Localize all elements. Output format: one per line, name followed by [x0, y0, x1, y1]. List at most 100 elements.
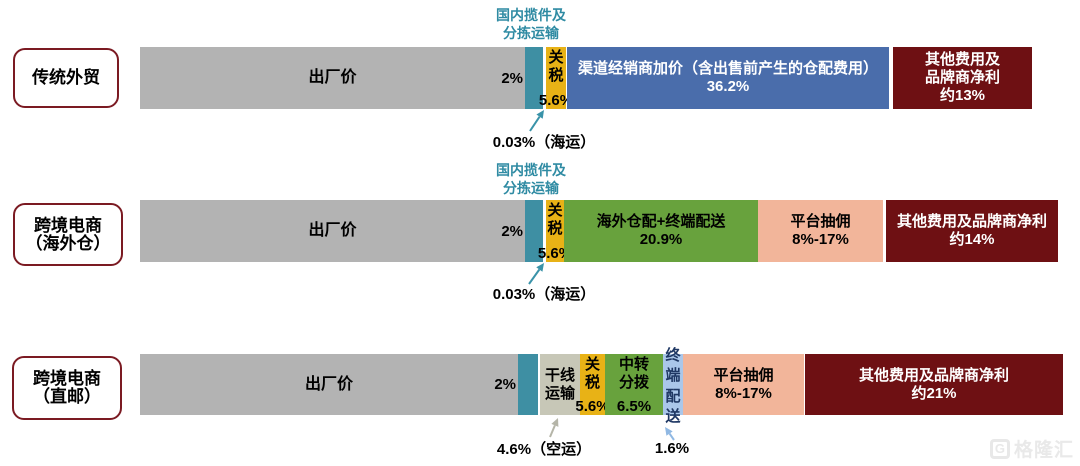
segment-value-label: 5.6% [575, 398, 610, 415]
annotation-arrow-head [536, 263, 544, 272]
row-label-line: （海外仓） [25, 233, 111, 253]
top-note-line: 分拣运输 [503, 25, 559, 41]
segment-label-line: 36.2% [706, 78, 750, 95]
segment-channel-markup: 渠道经销商加价（含出售前产生的仓配费用） 36.2% [567, 47, 889, 109]
glh-logo-icon: G [989, 438, 1010, 459]
segment-label-line: 其他费用及 [924, 51, 1000, 68]
annotation-arrow-line [528, 268, 541, 285]
annotation-arrow-head [551, 418, 559, 427]
segment-label-line: 平台抽佣 [790, 213, 851, 230]
segment-label-line: 送 [665, 408, 681, 425]
segment-label-line: 关 [584, 356, 600, 373]
segment-label-line: 端 [665, 367, 681, 384]
segment-label-line: 平台抽佣 [713, 366, 774, 384]
segment-label-line: 终 [665, 346, 681, 364]
segment-label-line: 关 [547, 202, 563, 219]
segment-factory-price: 出厂价 [140, 200, 525, 262]
bottom-note-cross-border-overseas-warehouse-0: 0.03%（海运） [492, 286, 596, 303]
segment-label-line: 关 [548, 49, 564, 66]
segment-value-label: 6.5% [616, 398, 652, 415]
segment-sea-freight [543, 47, 546, 109]
bottom-note-cross-border-direct-mail-0: 4.6%（空运） [496, 441, 592, 458]
segment-other-costs-brand-profit: 其他费用及 品牌商净利 约13% [893, 47, 1032, 109]
segment-value-label-outside: 2% [494, 376, 516, 393]
segment-label-line: 约21% [911, 384, 957, 402]
segment-label: 关税 [546, 47, 566, 109]
segment-trunk-transport: 干线 运输 [540, 354, 580, 415]
segment-label-line: 出厂价 [304, 375, 353, 393]
segment-label-line: 品牌商净利 [924, 69, 1000, 86]
segment-label: 出厂价 [140, 200, 525, 262]
row-label-line: 跨境电商 [33, 369, 101, 388]
segment-platform-commission: 平台抽佣 8%-17% [758, 200, 883, 262]
segment-vertical-label: 终端配送 [665, 345, 680, 428]
segment-label: 干线 运输 [540, 354, 580, 415]
segment-label-line: 分拨 [618, 374, 649, 391]
segment-label-line: 出厂价 [308, 69, 357, 86]
segment-value-label: 5.6% [537, 245, 573, 262]
annotation-arrow-line [529, 116, 541, 132]
segment-label: 关税 [546, 200, 564, 262]
segment-label: 平台抽佣 8%-17% [683, 354, 804, 415]
bottom-note-traditional-trade-0: 0.03%（海运） [492, 134, 596, 151]
segment-label-line: 干线 [544, 366, 575, 384]
segment-label: 海外仓配+终端配送 20.9% [564, 200, 758, 262]
row-label-cross-border-direct-mail: 跨境电商 （直邮） [12, 356, 122, 420]
segment-overseas-warehouse-terminal-delivery: 海外仓配+终端配送 20.9% [564, 200, 758, 262]
segment-label-line: 税 [584, 374, 600, 391]
bottom-note-cross-border-direct-mail-1: 1.6% [654, 440, 690, 457]
segment-label-line: 渠道经销商加价（含出售前产生的仓配费用） [577, 60, 878, 77]
segment-platform-commission: 平台抽佣 8%-17% [683, 354, 804, 415]
segment-label-line: 税 [547, 220, 563, 237]
row-label-line: 传统外贸 [32, 68, 100, 87]
segment-tariff: 关税 5.6% [575, 354, 610, 415]
segment-value-label: 5.6% [538, 92, 574, 109]
row-label-line: （直邮） [33, 387, 101, 406]
segment-tariff: 关税 5.6% [539, 47, 573, 109]
watermark: G 格隆汇 [989, 435, 1074, 462]
segment-tariff: 关税 5.6% [538, 200, 572, 262]
top-note-line: 国内揽件及 [496, 162, 566, 178]
segment-label-line: 8%-17% [715, 384, 772, 402]
annotation-arrow-line [549, 424, 556, 438]
segment-label: 出厂价 [140, 47, 525, 109]
segment-factory-price: 出厂价 [140, 354, 518, 415]
segment-other-costs-brand-profit: 其他费用及品牌商净利 约14% [886, 200, 1058, 262]
row-label-line: 跨境电商 [34, 215, 102, 235]
segment-sea-freight [543, 200, 546, 262]
watermark-brand: 格隆汇 [1013, 440, 1074, 461]
annotation-arrow-head [536, 110, 544, 119]
segment-label: 关税 [580, 354, 605, 415]
segment-label-line: 其他费用及品牌商净利 [858, 366, 1009, 384]
top-note-traditional-trade: 国内揽件及 分拣运输 [496, 6, 566, 42]
top-note-cross-border-overseas-warehouse: 国内揽件及 分拣运输 [496, 161, 566, 197]
segment-transit-distribution: 中转 分拨 6.5% [605, 354, 663, 415]
segment-terminal-delivery: 终端配送 [663, 347, 683, 425]
row-label-traditional-trade: 传统外贸 [13, 48, 119, 108]
segment-label-line: 出厂价 [308, 222, 357, 239]
segment-factory-price: 出厂价 [140, 47, 525, 109]
segment-domestic-pickup-sorting [518, 354, 538, 415]
segment-label-line: 税 [548, 67, 564, 84]
segment-label: 其他费用及品牌商净利 约21% [805, 354, 1063, 415]
top-note-line: 分拣运输 [503, 180, 559, 196]
segment-domestic-pickup-sorting [525, 47, 543, 109]
segment-domestic-pickup-sorting [525, 200, 543, 262]
segment-label: 出厂价 [140, 354, 518, 415]
annotation-arrow-head [665, 427, 673, 436]
segment-label: 中转 分拨 [605, 354, 663, 415]
segment-label-line: 其他费用及品牌商净利 [896, 213, 1047, 230]
segment-value-label-outside: 2% [501, 69, 523, 87]
segment-label: 渠道经销商加价（含出售前产生的仓配费用） 36.2% [567, 47, 889, 109]
segment-label: 其他费用及品牌商净利 约14% [886, 200, 1058, 262]
segment-label-line: 约14% [949, 231, 995, 248]
segment-label-line: 约13% [939, 87, 986, 104]
segment-label-line: 中转 [618, 356, 649, 373]
segment-other-costs-brand-profit: 其他费用及品牌商净利 约21% [805, 354, 1063, 415]
segment-label-line: 海外仓配+终端配送 [596, 213, 726, 230]
segment-value-label-outside: 2% [501, 222, 523, 240]
segment-label-line: 20.9% [639, 231, 683, 248]
segment-label-line: 8%-17% [792, 231, 849, 248]
segment-label: 平台抽佣 8%-17% [758, 200, 883, 262]
